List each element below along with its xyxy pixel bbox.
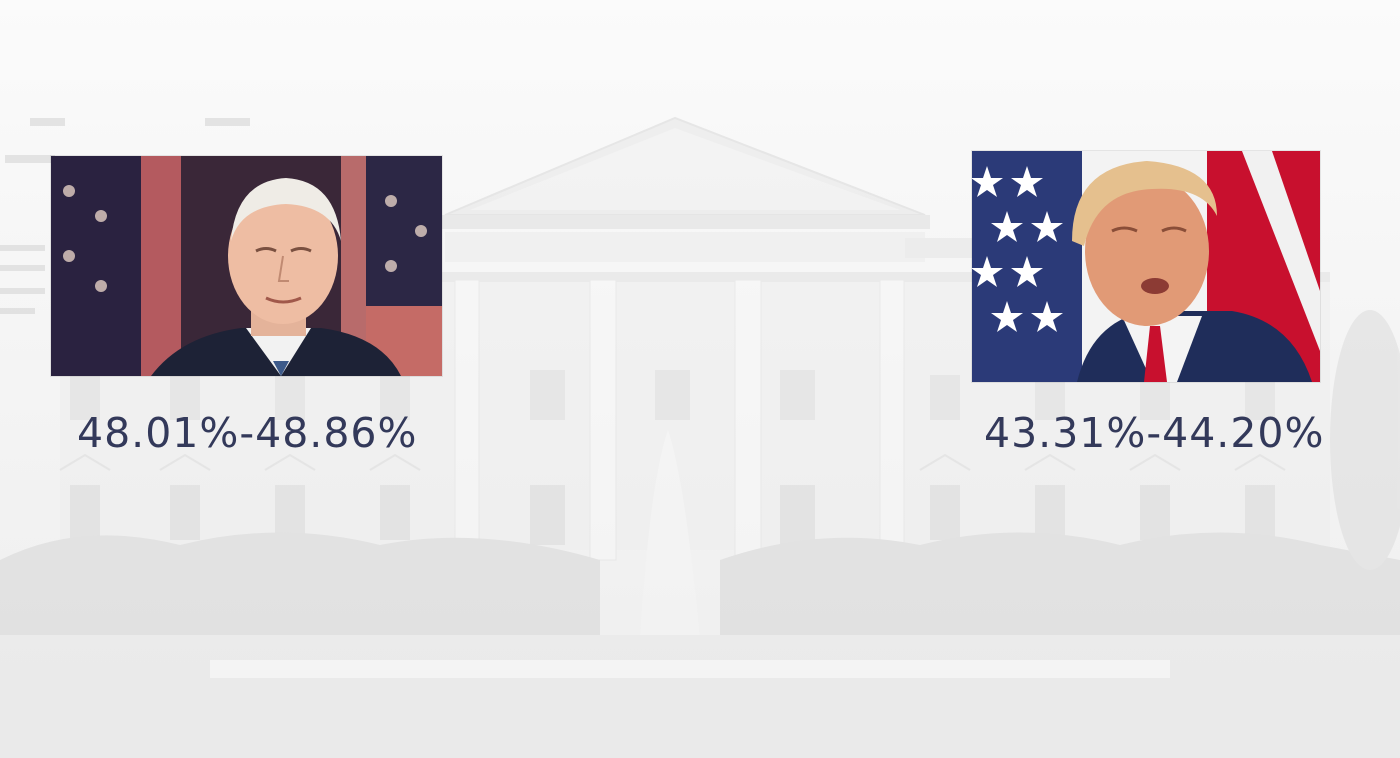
portrait-photo-left — [51, 156, 442, 376]
portrait-photo-right — [972, 151, 1320, 382]
right-candidate-photo — [972, 151, 1320, 382]
left-candidate-photo — [51, 156, 442, 376]
left-range-text: 48.01%-48.86% — [77, 409, 418, 457]
right-range-text: 43.31%-44.20% — [984, 409, 1325, 457]
